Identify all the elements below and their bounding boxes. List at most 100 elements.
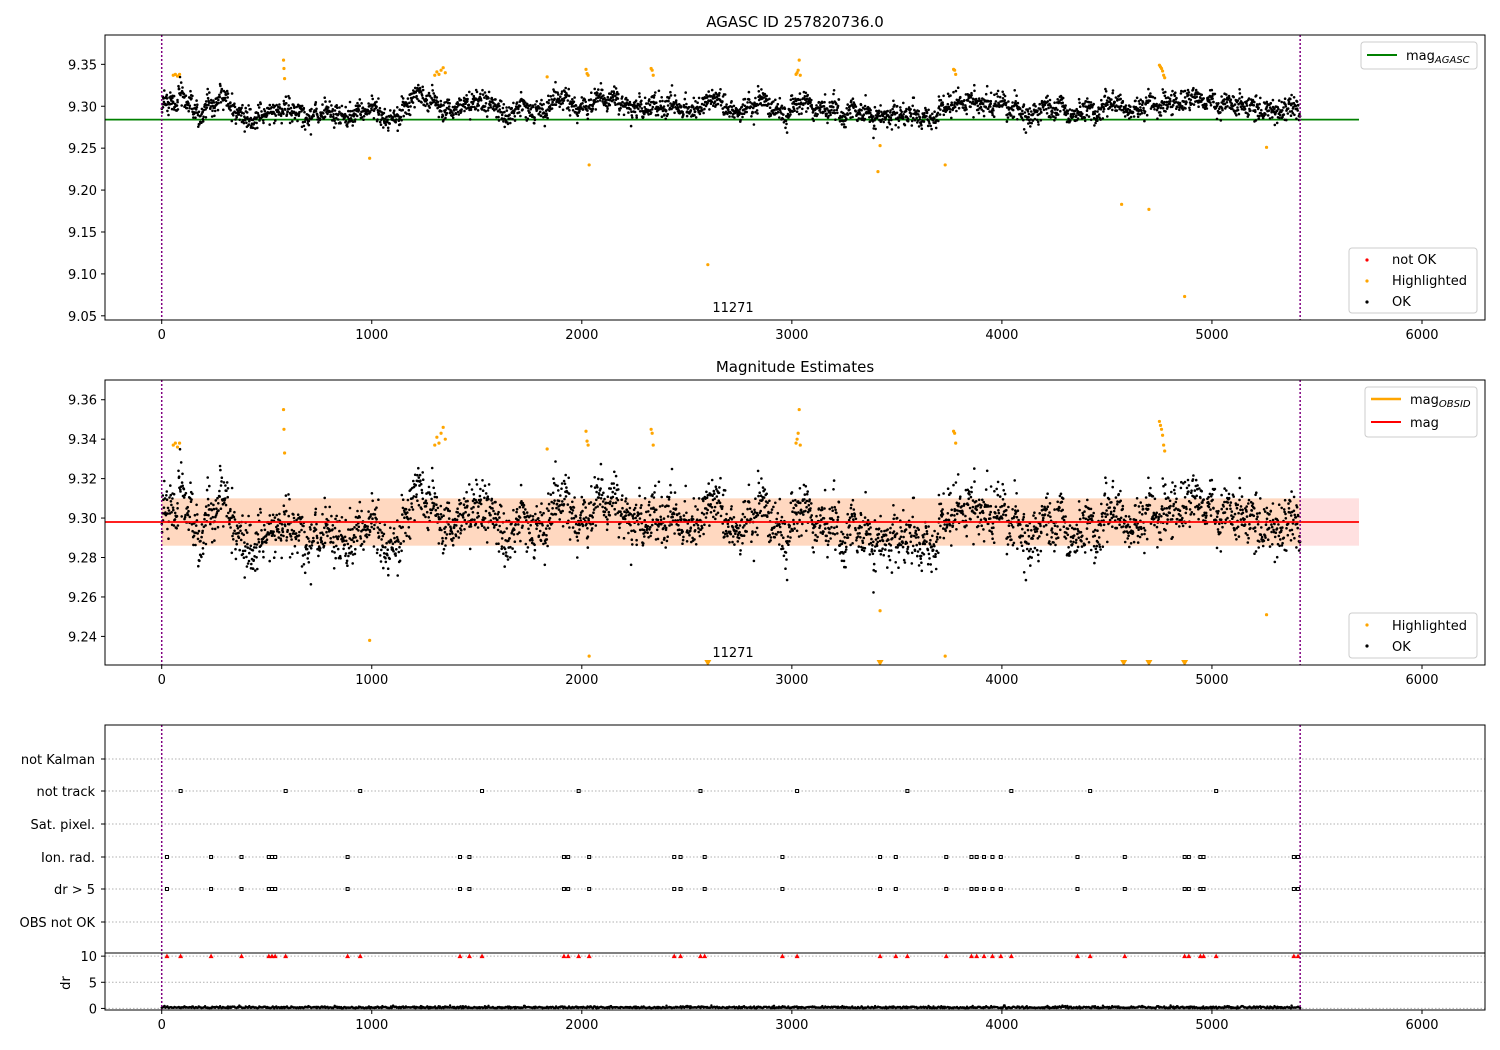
ok-point [519, 483, 523, 487]
ok-point [596, 91, 599, 95]
x-tick-label: 5000 [1195, 328, 1228, 343]
ok-point [830, 108, 833, 112]
ok-point [937, 119, 940, 123]
ok-point [1136, 112, 1140, 116]
ok-point [614, 513, 617, 516]
ok-point [657, 525, 660, 528]
ok-point [243, 576, 246, 579]
ok-point [740, 105, 744, 109]
ok-point [302, 524, 305, 528]
ok-point [1263, 102, 1267, 105]
ok-point [704, 516, 708, 519]
ok-point [1140, 109, 1143, 113]
ok-point [469, 525, 473, 528]
ok-point [953, 105, 957, 109]
ok-point [1199, 96, 1202, 99]
ok-point [765, 94, 768, 98]
ok-point [586, 535, 590, 538]
ok-point [321, 542, 325, 546]
ok-point [829, 111, 832, 114]
ok-point [661, 504, 664, 507]
ok-point [809, 100, 812, 104]
highlighted-point [1264, 145, 1269, 149]
ok-point [411, 101, 415, 104]
ok-point [222, 108, 225, 112]
ok-point [991, 113, 994, 117]
ok-point [254, 546, 258, 549]
ok-point [509, 117, 512, 120]
ok-point [204, 524, 207, 527]
ok-point [721, 95, 725, 98]
ok-point [263, 109, 267, 113]
ok-point [1271, 98, 1275, 102]
ok-point [248, 551, 251, 555]
ok-point [567, 106, 570, 109]
ok-point [548, 105, 552, 108]
ok-point [599, 497, 603, 500]
ok-point [691, 105, 695, 109]
ok-point [624, 497, 628, 500]
ok-point [827, 114, 830, 118]
ok-point [487, 483, 491, 486]
ok-point [344, 120, 348, 123]
ok-point [352, 533, 356, 537]
highlighted-point [443, 71, 447, 75]
ok-point [268, 103, 272, 107]
ok-point [741, 526, 745, 529]
ok-point [766, 501, 769, 505]
legend-box [1360, 41, 1478, 70]
ok-point [500, 545, 504, 548]
ok-point [521, 524, 524, 528]
ok-point [165, 93, 169, 97]
ok-point [860, 108, 863, 112]
ok-point [1048, 98, 1052, 102]
ok-point [711, 494, 714, 498]
highlighted-point [943, 163, 947, 167]
ok-point [252, 558, 255, 562]
ok-point [1172, 99, 1176, 102]
ok-point [769, 113, 773, 116]
ok-point [186, 513, 190, 517]
ok-point [421, 478, 425, 482]
ok-point [561, 500, 564, 503]
ok-point [604, 501, 608, 505]
ok-point [545, 507, 549, 510]
ok-point [200, 523, 204, 526]
ok-point [677, 512, 681, 515]
ok-point [1184, 107, 1187, 110]
ok-point [384, 117, 387, 120]
ok-point [768, 106, 772, 109]
panel-magnitude-estimates: Magnitude Estimates 0 1000 2000 3000 4000 500… [68, 358, 1486, 688]
ok-point [474, 522, 478, 525]
ok-point [570, 517, 574, 520]
ok-point [702, 513, 706, 516]
ok-point [307, 551, 311, 554]
ok-point [172, 492, 176, 496]
ok-point [685, 540, 689, 543]
ok-point [468, 90, 471, 94]
highlighted-point [584, 67, 588, 71]
ok-point [425, 102, 429, 106]
ok-point [369, 513, 373, 516]
ok-point [805, 97, 809, 101]
ok-point [562, 479, 566, 483]
ok-point [1225, 101, 1229, 104]
ok-point [1278, 116, 1281, 120]
ok-point [650, 531, 653, 535]
ok-point [1022, 128, 1026, 131]
ok-point [1080, 114, 1083, 118]
ok-point [285, 539, 288, 542]
ok-point [589, 107, 592, 111]
ok-point [165, 498, 169, 502]
ok-point [333, 526, 337, 530]
ok-point [312, 539, 316, 543]
ok-point [480, 522, 483, 525]
ok-point [245, 555, 248, 559]
ok-point [621, 95, 624, 98]
ok-point [548, 516, 552, 520]
ok-point [400, 493, 404, 497]
ok-point [350, 538, 354, 542]
ok-point [697, 530, 700, 534]
ok-point [559, 494, 562, 497]
ok-point [1286, 107, 1290, 110]
